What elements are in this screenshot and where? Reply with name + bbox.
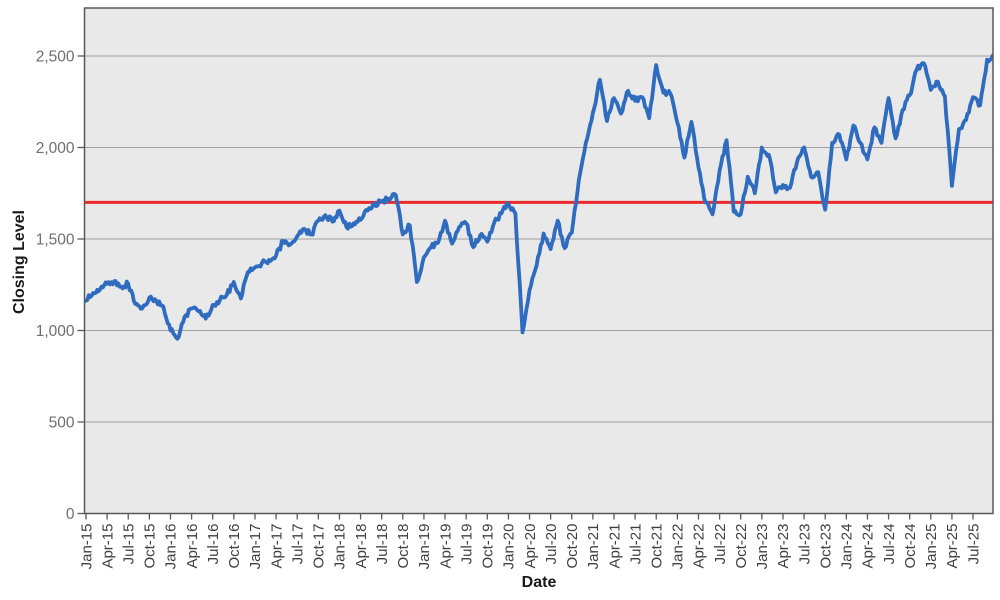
x-tick-label: Jul-22 (712, 524, 729, 565)
x-tick-label: Jan-18 (332, 524, 349, 570)
x-tick-label: Oct-18 (395, 524, 412, 569)
x-tick-label: Apr-17 (268, 524, 285, 569)
x-tick-label: Jan-25 (923, 524, 940, 570)
y-tick-label: 2,000 (36, 140, 75, 157)
x-tick-label: Oct-19 (480, 524, 497, 569)
x-tick-label: Oct-16 (226, 524, 243, 569)
plot-frame (83, 7, 994, 515)
x-tick-label: Jan-23 (754, 524, 771, 570)
x-tick-label: Jan-17 (247, 524, 264, 570)
x-tick-label: Apr-24 (860, 524, 877, 569)
x-tick-label: Apr-19 (437, 524, 454, 569)
x-tick-label: Apr-18 (353, 524, 370, 569)
x-tick-label: Jan-19 (416, 524, 433, 570)
x-tick-label: Apr-25 (944, 524, 961, 569)
x-tick-label: Oct-20 (564, 524, 581, 569)
x-tick-label: Jan-20 (501, 524, 518, 570)
y-tick-label: 1,000 (36, 323, 75, 340)
y-tick-label: 1,500 (36, 232, 75, 249)
x-tick-label: Jan-22 (670, 524, 687, 570)
x-tick-label: Apr-22 (691, 524, 708, 569)
y-tick-label: 500 (49, 415, 75, 432)
x-tick-label: Jul-20 (543, 524, 560, 565)
x-tick-label: Jan-15 (78, 524, 95, 570)
x-tick-label: Jul-15 (120, 524, 137, 565)
x-tick-label: Oct-24 (902, 524, 919, 569)
x-tick-label: Jul-23 (796, 524, 813, 565)
closing-level-series-line (84, 53, 993, 341)
x-tick-label: Jul-25 (965, 524, 982, 565)
x-tick-label: Jan-16 (163, 524, 180, 570)
x-tick-label: Oct-22 (733, 524, 750, 569)
x-tick-label: Jan-21 (585, 524, 602, 570)
y-tick-label: 2,500 (36, 49, 75, 66)
x-tick-label: Oct-15 (142, 524, 159, 569)
x-tick-label: Jan-24 (839, 524, 856, 570)
x-tick-label: Apr-20 (522, 524, 539, 569)
x-tick-label: Jul-16 (205, 524, 222, 565)
x-tick-label: Jul-24 (881, 524, 898, 565)
x-tick-label: Apr-23 (775, 524, 792, 569)
x-tick-label: Apr-15 (99, 524, 116, 569)
x-tick-label: Jul-17 (289, 524, 306, 565)
x-tick-label: Oct-17 (311, 524, 328, 569)
x-tick-label: Oct-21 (648, 524, 665, 569)
x-tick-label: Apr-21 (606, 524, 623, 569)
x-tick-label: Jul-21 (627, 524, 644, 565)
y-tick-label: 0 (66, 506, 75, 523)
x-tick-label: Jul-19 (458, 524, 475, 565)
x-tick-label: Apr-16 (184, 524, 201, 569)
x-tick-label: Oct-23 (817, 524, 834, 569)
x-tick-label: Jul-18 (374, 524, 391, 565)
